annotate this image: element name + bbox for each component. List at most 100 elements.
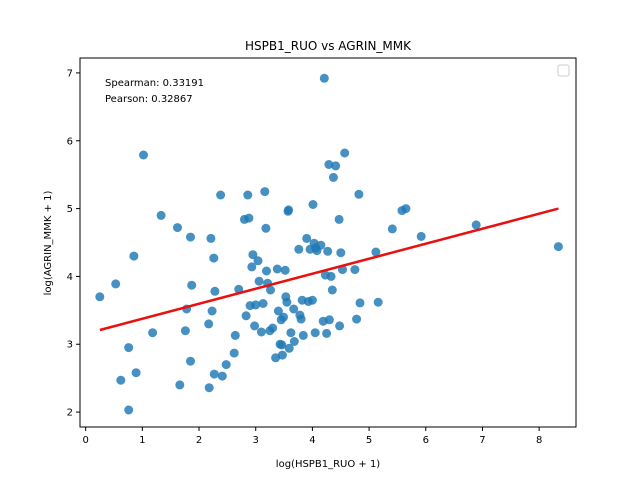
y-tick-label: 6 [67,136,73,147]
x-tick-label: 6 [423,435,429,446]
data-point [261,223,271,233]
data-point [294,244,304,254]
data-point [296,314,306,324]
chart-title: HSPB1_RUO vs AGRIN_MMK [245,39,412,53]
data-point [209,369,219,379]
data-point [302,233,312,243]
data-point [262,266,271,276]
data-point [186,356,195,366]
data-point [280,265,290,275]
data-point [319,73,329,83]
data-point [322,328,332,338]
x-tick-label: 4 [309,435,315,446]
data-point [210,286,220,296]
data-point [250,321,260,331]
data-point [340,148,350,158]
plot-background [80,58,576,427]
data-point [284,205,294,215]
data-point [316,240,326,250]
x-axis-label: log(HSPB1_RUO + 1) [276,459,381,470]
data-point [354,189,364,199]
data-point [131,368,141,378]
data-point [180,326,190,336]
data-point [289,337,299,346]
data-point [335,321,345,331]
data-point [326,271,336,281]
data-point [277,340,287,350]
x-axis: 0 1 2 3 4 5 6 7 8 [82,427,542,446]
data-point [331,161,341,171]
y-tick-label: 7 [67,68,73,79]
data-point [256,327,266,337]
x-tick-label: 0 [82,435,88,446]
data-point [204,383,214,393]
data-point [187,280,197,290]
data-point [95,292,105,302]
y-tick-label: 3 [67,340,73,351]
y-tick-label: 5 [67,204,73,215]
data-point [254,276,264,286]
data-point [175,380,185,390]
data-point [204,319,214,329]
data-point [268,323,278,333]
data-point [221,360,231,370]
data-point [327,285,337,295]
x-tick-label: 1 [139,435,145,446]
data-point [307,295,317,305]
x-tick-label: 8 [536,435,542,446]
y-tick-label: 2 [67,408,73,419]
pearson-annotation: Pearson: 0.32867 [105,94,193,105]
data-point [373,297,383,307]
data-point [243,190,253,200]
data-point [209,253,219,263]
data-point [352,314,362,324]
data-point [324,315,334,325]
legend-box [557,64,570,77]
points-layer [95,73,563,415]
x-tick-label: 7 [479,435,485,446]
y-axis: 2 3 4 5 6 7 [67,68,80,419]
data-point [286,328,296,338]
data-point [324,160,334,169]
data-point [323,246,333,256]
plot-area [79,57,577,428]
data-point [241,311,251,321]
data-point [124,343,134,353]
regression-line [99,207,559,332]
data-point [173,223,182,233]
data-point [244,213,254,223]
plot-frame [79,57,577,428]
data-point [273,306,283,316]
data-point [279,312,288,322]
data-point [217,371,227,381]
data-point [328,172,338,182]
x-tick-label: 2 [196,435,202,446]
data-point [471,220,481,230]
data-point [401,204,411,214]
x-tick-label: 3 [253,435,259,446]
data-point [416,231,426,241]
spearman-annotation: Spearman: 0.33191 [105,78,204,89]
data-point [350,265,360,275]
data-point [229,348,239,358]
data-point [277,350,287,360]
data-point [207,306,217,316]
data-point [186,232,195,242]
data-point [216,190,226,200]
data-point [251,300,261,310]
y-tick-label: 4 [67,272,73,283]
data-point [284,343,294,353]
data-point [253,256,263,266]
data-point [308,200,318,209]
data-point [387,224,397,234]
data-point [336,248,346,258]
data-point [156,210,166,220]
data-point [230,330,240,340]
data-point [116,375,126,385]
data-point [139,150,148,160]
data-point [298,330,308,340]
data-point [206,233,216,243]
data-point [258,299,268,308]
data-point [271,353,281,363]
